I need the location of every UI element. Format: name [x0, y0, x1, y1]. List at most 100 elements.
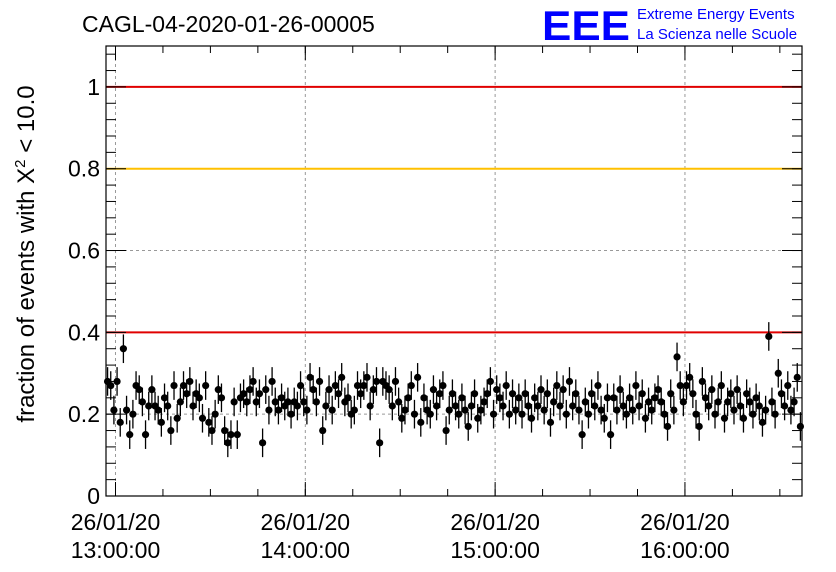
data-point — [306, 373, 314, 381]
data-point — [451, 402, 460, 410]
data-point — [401, 406, 409, 414]
data-point — [173, 414, 181, 422]
data-point — [265, 406, 273, 414]
data-point — [126, 431, 134, 439]
data-point — [569, 402, 577, 410]
data-point — [616, 386, 624, 394]
data-point — [461, 406, 469, 414]
data-point — [148, 386, 156, 394]
data-point — [784, 381, 792, 390]
logo-mark: EEE — [542, 2, 630, 49]
data-point — [312, 398, 320, 406]
data-point — [613, 406, 621, 414]
data-point — [404, 394, 412, 402]
data-point — [221, 426, 229, 435]
data-point — [689, 390, 697, 398]
x-tick-label-date: 26/01/20 — [640, 509, 730, 535]
data-point — [720, 414, 729, 422]
data-point — [224, 439, 232, 447]
reference-lines — [106, 85, 802, 334]
data-point — [686, 373, 694, 381]
data-point — [505, 410, 513, 418]
data-point — [255, 390, 264, 398]
data-point — [698, 377, 706, 386]
data-point — [369, 386, 377, 394]
data-point — [651, 394, 659, 402]
data-point — [293, 402, 301, 410]
data-point — [110, 406, 118, 414]
data-point — [796, 422, 805, 431]
data-point — [176, 398, 184, 406]
data-point — [259, 439, 267, 447]
data-point — [116, 418, 124, 426]
data-point — [227, 431, 235, 439]
data-point — [711, 410, 719, 418]
data-point — [410, 410, 419, 418]
data-point — [597, 406, 605, 414]
data-point — [436, 390, 444, 398]
data-point — [107, 381, 115, 390]
data-point — [701, 394, 710, 402]
data-point — [736, 402, 744, 410]
data-point — [170, 381, 178, 390]
data-point — [179, 381, 188, 390]
data-point — [777, 390, 786, 398]
data-point — [363, 373, 371, 381]
y-tick-label: 0.8 — [68, 156, 100, 182]
data-point — [315, 377, 324, 386]
data-point — [309, 386, 317, 394]
data-point — [360, 381, 368, 390]
x-tick-label-date: 26/01/20 — [450, 509, 540, 535]
data-point — [277, 394, 286, 402]
data-point — [385, 386, 393, 394]
data-point — [195, 394, 203, 402]
data-point — [762, 406, 770, 414]
data-point — [512, 406, 520, 414]
data-point — [673, 353, 681, 361]
data-point — [331, 381, 339, 390]
data-point — [714, 398, 722, 406]
data-point — [414, 373, 422, 381]
logo-line2: La Scienza nelle Scuole — [637, 26, 797, 43]
data-point — [420, 394, 428, 402]
data-point — [325, 386, 333, 394]
data-point — [455, 410, 463, 418]
data-point — [445, 406, 453, 414]
data-point — [730, 406, 738, 414]
data-point — [638, 390, 646, 398]
y-tick-label: 0 — [87, 483, 100, 509]
data-point — [122, 406, 131, 414]
data-point — [249, 377, 257, 386]
data-point — [619, 402, 627, 410]
data-point — [230, 398, 238, 406]
data-point — [578, 431, 586, 439]
data-point — [138, 398, 146, 406]
y-tick-label: 0.4 — [68, 319, 100, 345]
data-point — [154, 406, 162, 414]
data-point — [692, 410, 700, 418]
data-point — [183, 390, 191, 398]
data-point — [572, 390, 580, 398]
data-point — [157, 418, 165, 426]
data-point — [717, 381, 725, 390]
data-point — [768, 398, 776, 406]
x-tick-label-time: 14:00:00 — [261, 537, 351, 563]
data-point — [407, 381, 415, 390]
data-point — [559, 386, 567, 394]
data-point — [113, 377, 121, 386]
data-point — [663, 422, 672, 431]
chart-title: CAGL-04-2020-01-26-00005 — [82, 11, 375, 37]
data-point — [303, 406, 311, 414]
data-point — [493, 386, 501, 394]
data-point — [787, 406, 795, 414]
data-point — [344, 394, 352, 402]
data-point — [439, 381, 447, 390]
data-point — [622, 410, 631, 418]
data-point — [537, 386, 545, 394]
data-point — [398, 414, 406, 422]
data-point — [167, 426, 175, 435]
data-point — [322, 402, 330, 410]
data-point — [470, 390, 479, 398]
data-point — [448, 390, 457, 398]
